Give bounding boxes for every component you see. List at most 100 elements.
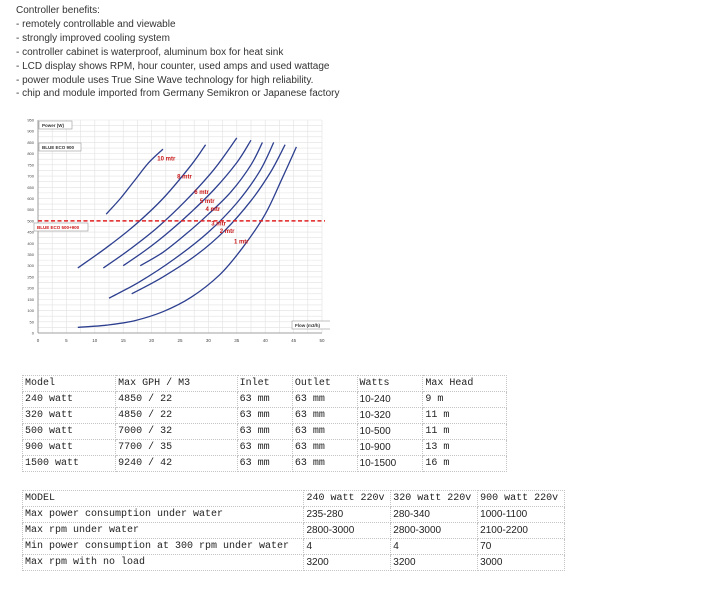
table-row: 240 watt 4850 / 22 63 mm 63 mm 10-240 9 … — [21, 391, 507, 408]
y-tick-label: 150 — [27, 297, 34, 302]
series-label: 10 mtr — [157, 156, 176, 162]
curve-1-mtr — [77, 146, 297, 329]
x-tick-label: 5 — [65, 338, 68, 343]
table-row: 320 watt 4850 / 22 63 mm 63 mm 10-320 11… — [21, 407, 507, 424]
y-tick-label: 950 — [27, 118, 34, 123]
table-row: 1500 watt 9240 / 42 63 mm 63 mm 10-1500 … — [21, 455, 507, 472]
table-cell: 320 watt — [21, 407, 117, 424]
benefit-item: - strongly improved cooling system — [16, 32, 170, 44]
table-cell: Max rpm under water — [21, 522, 305, 539]
benefit-item: - LCD display shows RPM, hour counter, u… — [16, 60, 330, 72]
y-tick-label: 350 — [27, 252, 34, 257]
table-cell: 10-240 — [356, 391, 424, 408]
table-cell: 11 m — [422, 407, 507, 424]
x-tick-label: 25 — [177, 338, 183, 343]
table-cell: 63 mm — [236, 391, 293, 408]
header-cell: Model — [21, 375, 117, 392]
curve-10-mtr — [105, 148, 164, 215]
table-row: Max rpm under water 2800-3000 2800-3000 … — [21, 522, 565, 539]
header-cell: MODEL — [21, 490, 305, 507]
series-label: 6 mtr — [194, 190, 209, 196]
table-cell: 235-280 — [303, 506, 392, 523]
x-tick-label: 35 — [234, 338, 240, 343]
model-label-500-900: BLUE ECO 500+900 — [37, 225, 80, 230]
table-cell: 1500 watt — [21, 455, 117, 472]
benefit-item: - remotely controllable and viewable — [16, 18, 176, 30]
y-tick-label: 250 — [27, 274, 34, 279]
table-cell: 7700 / 35 — [115, 439, 238, 456]
x-tick-label: 30 — [206, 338, 212, 343]
benefits-heading: Controller benefits: — [16, 5, 100, 16]
table-cell: 63 mm — [291, 439, 358, 456]
x-tick-label: 20 — [149, 338, 155, 343]
header-cell: 320 watt 220v — [390, 490, 479, 507]
model-label-900-box — [38, 142, 82, 152]
y-tick-label: 100 — [27, 308, 34, 313]
controller-benefits: Controller benefits: - remotely controll… — [16, 4, 339, 101]
header-cell: 240 watt 220v — [303, 490, 392, 507]
y-tick-label: 800 — [27, 151, 34, 156]
series-label: 8 mtr — [177, 174, 192, 180]
x-axis-label: Flow (m3/h) — [295, 323, 320, 328]
y-tick-label: 700 — [27, 174, 34, 179]
table-cell: 63 mm — [291, 423, 358, 440]
y-tick-label: 550 — [27, 207, 34, 212]
table-cell: Max power consumption under water — [21, 506, 305, 523]
table-cell: 63 mm — [291, 407, 358, 424]
table-row: Max power consumption under water 235-28… — [21, 506, 565, 523]
model-label-900: BLUE ECO 900 — [42, 145, 75, 150]
table-cell: 10-500 — [356, 423, 424, 440]
table-cell: 2800-3000 — [303, 522, 392, 539]
curve-6-mtr — [102, 137, 238, 269]
table-cell: 63 mm — [236, 439, 293, 456]
table-cell: 16 m — [422, 455, 507, 472]
table-row: Min power consumption at 300 rpm under w… — [21, 538, 565, 555]
y-tick-label: 850 — [27, 140, 34, 145]
curve-5-mtr — [122, 139, 252, 267]
series-label: 1 mtr — [234, 239, 249, 245]
table-cell: 10-900 — [356, 439, 424, 456]
y-tick-label: 450 — [27, 230, 34, 235]
table-cell: 4 — [303, 538, 392, 555]
benefit-item: - controller cabinet is waterproof, alum… — [16, 46, 284, 58]
table-cell: 500 watt — [21, 423, 117, 440]
table-cell: Max rpm with no load — [21, 554, 305, 571]
table-cell: 9240 / 42 — [115, 455, 238, 472]
chart-tick-labels: 0501001502002503003504004505005506006507… — [27, 118, 325, 344]
x-tick-label: 45 — [291, 338, 297, 343]
table-cell: 63 mm — [291, 455, 358, 472]
series-label: 2 mtr — [220, 229, 235, 235]
y-tick-label: 400 — [27, 241, 34, 246]
y-tick-label: 750 — [27, 162, 34, 167]
table-cell: 3200 — [390, 554, 479, 571]
header-cell: Outlet — [291, 375, 358, 392]
table-cell: 13 m — [422, 439, 507, 456]
x-tick-label: 50 — [319, 338, 325, 343]
benefit-item: - power module uses True Sine Wave techn… — [16, 74, 314, 86]
table-row: Max rpm with no load 3200 3200 3000 — [21, 554, 565, 571]
table-cell: 280-340 — [390, 506, 479, 523]
x-tick-label: 40 — [263, 338, 269, 343]
series-label: 5 mtr — [200, 199, 215, 205]
y-axis-label: Power (W) — [42, 123, 65, 128]
curve-8-mtr — [77, 144, 207, 269]
model-label-500-900-box — [33, 222, 89, 232]
table-cell: 3000 — [477, 554, 565, 571]
pump-spec-table: Model Max GPH / M3 Inlet Outlet Watts Ma… — [21, 375, 507, 472]
y-tick-label: 50 — [30, 319, 35, 324]
y-tick-label: 900 — [27, 129, 34, 134]
x-tick-label: 15 — [121, 338, 127, 343]
y-tick-label: 650 — [27, 185, 34, 190]
table-cell: 2100-2200 — [477, 522, 565, 539]
table-cell: 7000 / 32 — [115, 423, 238, 440]
table-cell: 63 mm — [236, 423, 293, 440]
header-cell: Watts — [356, 375, 424, 392]
series-label: 4 mtr — [206, 207, 221, 213]
power-rpm-table: MODEL 240 watt 220v 320 watt 220v 900 wa… — [21, 490, 565, 571]
table-header-row: MODEL 240 watt 220v 320 watt 220v 900 wa… — [21, 490, 565, 507]
table-cell: 63 mm — [236, 455, 293, 472]
table-cell: 4 — [390, 538, 479, 555]
power-flow-chart: 0501001502002503003504004505005506006507… — [27, 118, 330, 344]
header-cell: Max Head — [422, 375, 507, 392]
table-cell: 9 m — [422, 391, 507, 408]
